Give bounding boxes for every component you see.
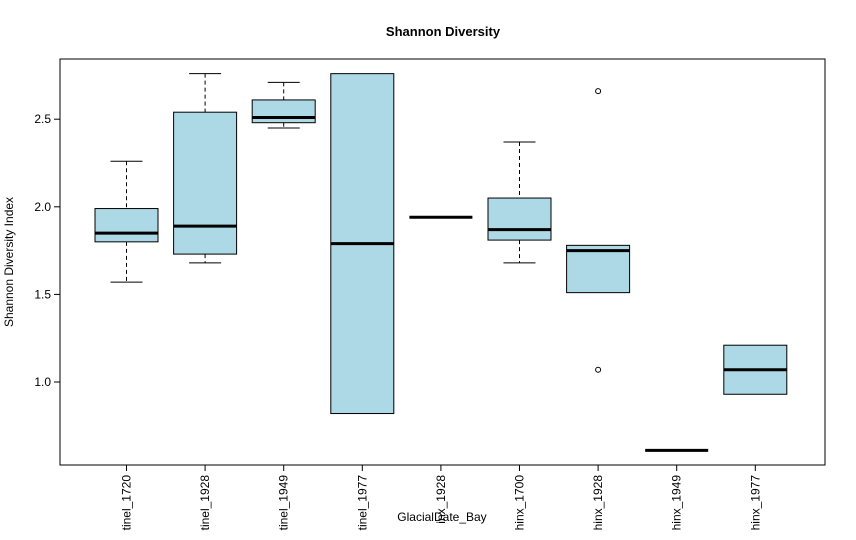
box-group — [251, 81, 316, 129]
box — [251, 99, 316, 124]
y-axis: 1.0 1.5 2.0 2.5 — [34, 112, 61, 389]
x-axis: tinel_1720 tinel_1928 tinel_1949 tinel_1977… — [120, 464, 762, 531]
x-tick-label: tinel_1928 — [198, 475, 212, 531]
y-tick-label: 2.5 — [34, 112, 51, 126]
x-tick-label: hinx_1949 — [670, 475, 684, 531]
box — [566, 244, 631, 294]
box — [487, 197, 552, 241]
x-tick-label: hinx_1700 — [513, 475, 527, 531]
outlier-point — [595, 88, 602, 95]
chart-title: Shannon Diversity — [386, 24, 501, 39]
x-tick-label: hinx_1928 — [591, 475, 605, 531]
box — [94, 208, 159, 243]
box-series — [94, 73, 788, 452]
box-group — [94, 160, 159, 283]
outlier-point — [595, 366, 602, 373]
box-group — [173, 73, 238, 264]
x-axis-label: GlacialDate_Bay — [397, 510, 486, 524]
x-tick-label: inx_1928 — [434, 475, 448, 524]
box-group — [723, 344, 788, 395]
y-tick-label: 2.0 — [34, 200, 51, 214]
box-group — [566, 88, 631, 373]
x-tick-label: hinx_1977 — [748, 475, 762, 531]
box-group — [487, 141, 552, 264]
x-tick-label: tinel_1720 — [120, 475, 134, 531]
y-tick-label: 1.5 — [34, 287, 51, 301]
y-tick-label: 1.0 — [34, 375, 51, 389]
x-tick-label: tinel_1977 — [355, 475, 369, 531]
box-group — [330, 73, 395, 415]
y-axis-label: Shannon Diversity Index — [2, 197, 16, 327]
x-tick-label: tinel_1949 — [277, 475, 291, 531]
box — [173, 111, 238, 255]
